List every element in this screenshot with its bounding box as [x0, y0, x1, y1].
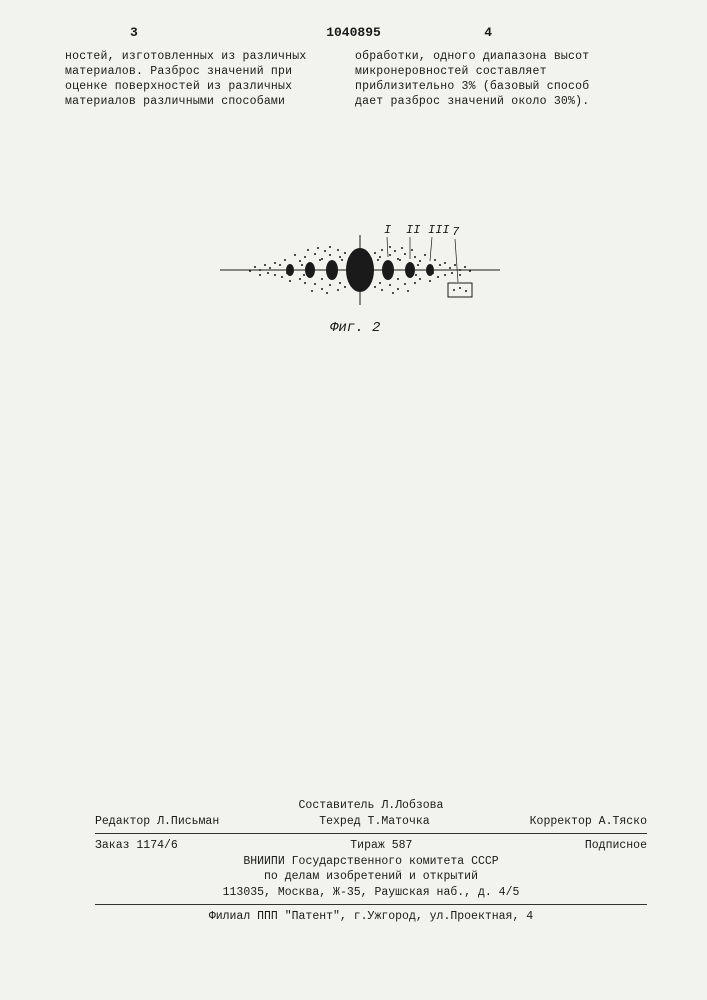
figure-2-diffraction-diagram: I II III 7 — [220, 205, 500, 335]
org-line-2: по делам изобретений и открытий — [95, 869, 647, 885]
divider-2 — [95, 904, 647, 905]
editor: Редактор Л.Письман — [95, 814, 219, 830]
order-number: Заказ 1174/6 — [95, 838, 178, 854]
figure-caption: Фиг. 2 — [330, 320, 380, 336]
figure-label-i: I — [384, 223, 391, 237]
figure-label-iii: III — [428, 223, 450, 237]
compiler-line: Составитель Л.Лобзова — [95, 798, 647, 814]
techred: Техред Т.Маточка — [319, 814, 429, 830]
page-number-right: 4 — [484, 25, 492, 40]
body-text-left: ностей, изготовленных из различных матер… — [65, 50, 315, 110]
body-text-right: обработки, одного диапазона высот микрон… — [355, 50, 615, 110]
figure-label-seven: 7 — [452, 225, 460, 239]
divider-1 — [95, 833, 647, 834]
footer-block: Составитель Л.Лобзова Редактор Л.Письман… — [95, 798, 647, 925]
corrector: Корректор А.Тяско — [530, 814, 647, 830]
credits-row: Редактор Л.Письман Техред Т.Маточка Корр… — [95, 814, 647, 830]
branch-line: Филиал ППП "Патент", г.Ужгород, ул.Проек… — [95, 909, 647, 925]
subscription: Подписное — [585, 838, 647, 854]
figure-label-ii: II — [406, 223, 420, 237]
org-line-1: ВНИИПИ Государственного комитета СССР — [95, 854, 647, 870]
document-number: 1040895 — [326, 25, 381, 40]
tirage: Тираж 587 — [350, 838, 412, 854]
page-number-left: 3 — [130, 25, 138, 40]
order-row: Заказ 1174/6 Тираж 587 Подписное — [95, 838, 647, 854]
address-line: 113035, Москва, Ж-35, Раушская наб., д. … — [95, 885, 647, 901]
